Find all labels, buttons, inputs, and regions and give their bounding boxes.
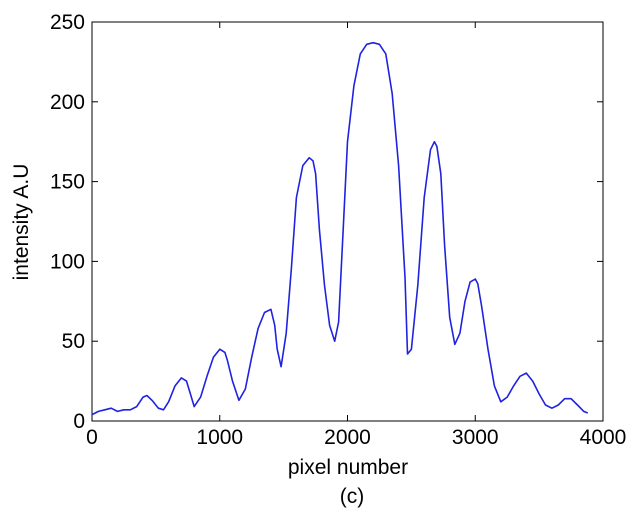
y-tick-label: 50 [62,330,85,353]
x-tick-label: 0 [86,426,98,449]
x-tick-label: 1000 [196,426,243,449]
y-tick-label: 0 [73,410,85,433]
x-axis-label: pixel number [288,456,408,479]
y-tick-label: 250 [50,11,85,34]
y-axis-label: intensity A.U [10,164,33,281]
tick-labels: 0 1000 2000 3000 4000 0 50 100 150 200 250 [50,11,626,449]
y-tick-label: 100 [50,250,85,273]
series-line [91,41,589,416]
x-tick-label: 4000 [580,426,627,449]
x-tick-label: 2000 [324,426,371,449]
y-tick-label: 200 [50,91,85,114]
y-tick-label: 150 [50,171,85,194]
x-tick-label: 3000 [452,426,499,449]
data-series [91,41,589,416]
axis-ticks [91,21,604,422]
plot-area [91,21,604,422]
figure-caption: (c) [340,485,365,508]
